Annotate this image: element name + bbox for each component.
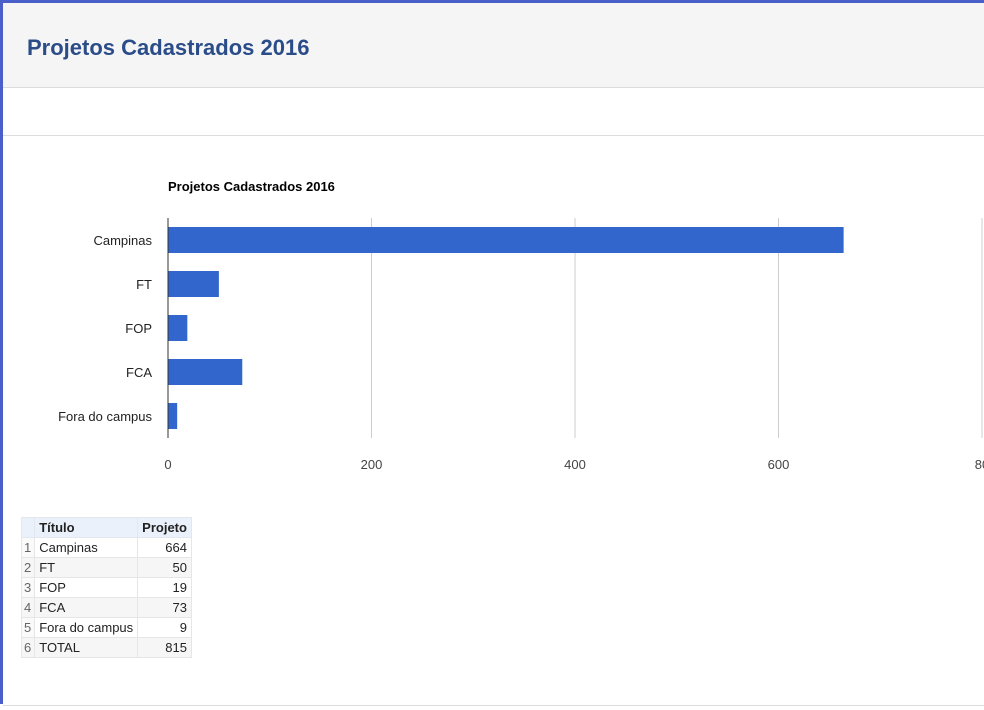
chart-bars: [168, 227, 844, 429]
table-row[interactable]: 5 Fora do campus 9: [20, 617, 192, 638]
table-cell-title: TOTAL: [34, 637, 139, 658]
table-row[interactable]: 3 FOP 19: [20, 577, 192, 598]
table-header-titulo[interactable]: Título: [34, 517, 139, 538]
table-cell-value: 50: [137, 557, 192, 578]
bar-chart: Projetos Cadastrados 2016 Campinas FT FOP F…: [58, 179, 984, 472]
chart-x-tick-label: 0: [164, 457, 171, 472]
table-row[interactable]: 4 FCA 73: [20, 597, 192, 618]
table-cell-value: 19: [137, 577, 192, 598]
chart-x-ticks: 0 200 400 600 80: [164, 457, 984, 472]
table-row-index: 1: [20, 537, 36, 558]
chart-x-tick-label: 400: [564, 457, 586, 472]
table-corner-cell: [20, 517, 36, 538]
chart-bar[interactable]: [168, 403, 178, 429]
chart-bar[interactable]: [168, 227, 844, 253]
table-header-row: Título Projeto: [20, 517, 192, 538]
table-header-projeto[interactable]: Projeto: [137, 517, 192, 538]
table-row-index: 6: [20, 637, 36, 658]
table-row[interactable]: 6 TOTAL 815: [20, 637, 192, 658]
chart-bar[interactable]: [168, 315, 188, 341]
chart-category-labels: Campinas FT FOP FCA Fora do campus: [58, 233, 152, 424]
table-cell-value: 815: [137, 637, 192, 658]
chart-gridlines: [371, 218, 983, 438]
table-cell-title: Campinas: [34, 537, 139, 558]
table-cell-value: 9: [137, 617, 192, 638]
chart-x-tick-label: 600: [768, 457, 790, 472]
chart-category-label: FT: [136, 277, 152, 292]
table-row-index: 3: [20, 577, 36, 598]
table-row-index: 4: [20, 597, 36, 618]
page-title: Projetos Cadastrados 2016: [27, 35, 310, 60]
chart-bar[interactable]: [168, 359, 243, 385]
chart-x-tick-label: 200: [361, 457, 383, 472]
table-cell-value: 73: [137, 597, 192, 618]
data-table: Título Projeto 1 Campinas 664 2 FT 50 3 FOP 19 4 F…: [20, 517, 192, 658]
section-divider: [3, 135, 984, 136]
table-row[interactable]: 2 FT 50: [20, 557, 192, 578]
table-cell-value: 664: [137, 537, 192, 558]
table-row[interactable]: 1 Campinas 664: [20, 537, 192, 558]
chart-category-label: Fora do campus: [58, 409, 152, 424]
chart-category-label: FOP: [125, 321, 152, 336]
table-cell-title: Fora do campus: [34, 617, 139, 638]
table-row-index: 5: [20, 617, 36, 638]
chart-category-label: FCA: [126, 365, 152, 380]
page-header: Projetos Cadastrados 2016: [3, 3, 984, 88]
table-body: 1 Campinas 664 2 FT 50 3 FOP 19 4 FCA 73 5 Fora do ca…: [20, 537, 192, 658]
chart-title: Projetos Cadastrados 2016: [168, 179, 335, 194]
chart-bar[interactable]: [168, 271, 219, 297]
table-cell-title: FCA: [34, 597, 139, 618]
table-row-index: 2: [20, 557, 36, 578]
bottom-divider: [3, 705, 984, 706]
chart-x-tick-label: 80: [975, 457, 984, 472]
table-cell-title: FT: [34, 557, 139, 578]
table-cell-title: FOP: [34, 577, 139, 598]
chart-category-label: Campinas: [93, 233, 152, 248]
